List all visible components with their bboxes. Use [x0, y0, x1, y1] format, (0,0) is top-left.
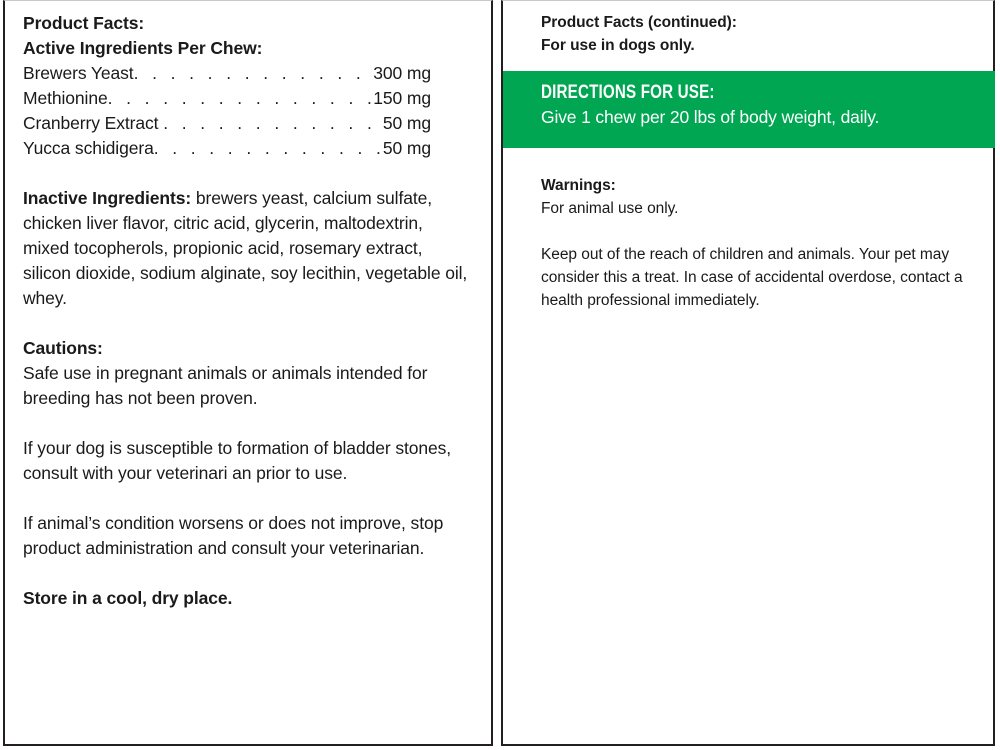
- cautions-heading: Cautions:: [23, 338, 103, 358]
- spacer: [23, 411, 469, 436]
- spacer: [23, 561, 469, 586]
- spacer: [23, 311, 469, 336]
- ingredient-amount: 150 mg: [373, 88, 431, 108]
- ingredient-name: Methionine: [23, 88, 108, 108]
- ingredient-name: Yucca schidigera: [23, 138, 154, 158]
- storage-statement: Store in a cool, dry place.: [23, 588, 233, 608]
- for-use-in-dogs-statement: For use in dogs only.: [541, 37, 695, 54]
- warnings-heading: Warnings:: [541, 177, 616, 194]
- product-facts-continued-heading: Product Facts (continued):: [541, 14, 737, 31]
- dot-leader: . . . . . . . . . . . . . . . . . . . . …: [163, 113, 381, 133]
- warnings-paragraph-2: Keep out of the reach of children and an…: [541, 246, 963, 309]
- right-panel-header-block: Product Facts (continued): For use in do…: [503, 11, 993, 57]
- right-panel: Product Facts (continued): For use in do…: [501, 0, 995, 746]
- spacer: [541, 148, 971, 174]
- left-panel: Product Facts: Active Ingredients Per Ch…: [3, 0, 493, 746]
- cautions-paragraph-1: Safe use in pregnant animals or animals …: [23, 363, 428, 408]
- active-ingredients-heading: Active Ingredients Per Chew:: [23, 38, 263, 58]
- cautions-paragraph-2: If your dog is susceptible to formation …: [23, 438, 452, 483]
- spacer: [23, 486, 469, 511]
- spacer: [23, 161, 469, 186]
- product-facts-heading: Product Facts:: [23, 13, 145, 33]
- directions-for-use-title: DIRECTIONS FOR USE:: [541, 82, 715, 103]
- active-ingredients-list: Brewers Yeast . . . . . . . . . . . . . …: [23, 61, 469, 161]
- directions-for-use-band: DIRECTIONS FOR USE: Give 1 chew per 20 l…: [503, 71, 995, 148]
- ingredient-amount: 300 mg: [373, 63, 431, 83]
- dot-leader: . . . . . . . . . . . . . . . . . . . . …: [133, 63, 372, 83]
- ingredient-name: Brewers Yeast: [23, 63, 134, 83]
- dot-leader: . . . . . . . . . . . . . . . . . . . . …: [153, 138, 381, 158]
- ingredient-name: Cranberry Extract: [23, 113, 164, 133]
- inactive-ingredients-paragraph: Inactive Ingredients: brewers yeast, cal…: [23, 186, 469, 311]
- inactive-ingredients-label: Inactive Ingredients:: [23, 188, 192, 208]
- dot-leader: . . . . . . . . . . . . . . . . . . . . …: [107, 88, 372, 108]
- spacer: [541, 220, 971, 243]
- directions-for-use-text: Give 1 chew per 20 lbs of body weight, d…: [541, 107, 880, 127]
- inactive-ingredients-text: brewers yeast, calcium sulfate, chicken …: [23, 188, 468, 308]
- warnings-block: Warnings: For animal use only. Keep out …: [503, 148, 993, 312]
- ingredient-amount: 50 mg: [382, 138, 431, 158]
- warnings-paragraph-1: For animal use only.: [541, 200, 679, 217]
- ingredient-row: Brewers Yeast . . . . . . . . . . . . . …: [23, 61, 431, 86]
- ingredient-row: Methionine . . . . . . . . . . . . . . .…: [23, 86, 431, 111]
- cautions-paragraph-3: If animal’s condition worsens or does no…: [23, 513, 444, 558]
- ingredient-amount: 50 mg: [382, 113, 431, 133]
- ingredient-row: Cranberry Extract . . . . . . . . . . . …: [23, 111, 431, 136]
- ingredient-row: Yucca schidigera . . . . . . . . . . . .…: [23, 136, 431, 161]
